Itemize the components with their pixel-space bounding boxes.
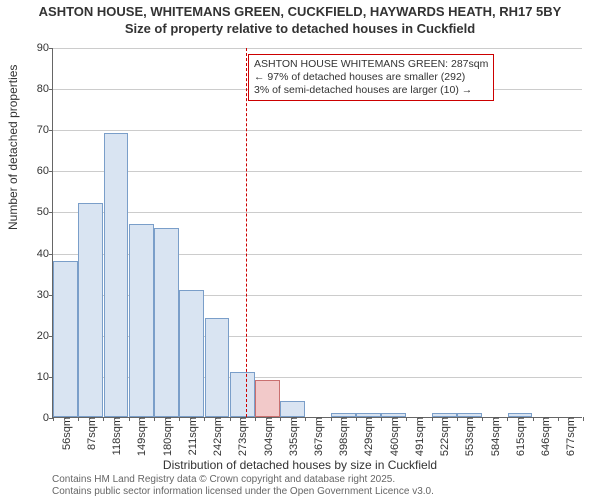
chart-subtitle: Size of property relative to detached ho… — [0, 21, 600, 40]
histogram-bar — [381, 413, 406, 417]
x-tick-mark — [558, 417, 559, 421]
histogram-bar — [331, 413, 356, 417]
x-tick-label: 335sqm — [286, 417, 300, 456]
y-tick-label: 10 — [37, 371, 53, 383]
histogram-bar — [356, 413, 381, 417]
y-tick-label: 90 — [37, 42, 53, 54]
x-tick-mark — [204, 417, 205, 421]
plot-area: 010203040506070809056sqm87sqm118sqm149sq… — [52, 48, 582, 418]
x-tick-mark — [154, 417, 155, 421]
histogram-bar — [129, 224, 154, 417]
histogram-bar — [230, 372, 255, 417]
x-tick-mark — [533, 417, 534, 421]
y-tick-label: 70 — [37, 124, 53, 136]
chart-title: ASHTON HOUSE, WHITEMANS GREEN, CUCKFIELD… — [0, 0, 600, 21]
x-tick-label: 460sqm — [387, 417, 401, 456]
x-axis-label: Distribution of detached houses by size … — [0, 458, 600, 472]
x-tick-mark — [305, 417, 306, 421]
x-tick-mark — [129, 417, 130, 421]
y-axis-label: Number of detached properties — [6, 65, 20, 230]
plot-wrapper: 010203040506070809056sqm87sqm118sqm149sq… — [52, 48, 582, 418]
marker-line — [246, 48, 247, 417]
x-tick-mark — [381, 417, 382, 421]
histogram-bar — [280, 401, 305, 417]
x-tick-label: 491sqm — [412, 417, 426, 456]
gridline — [53, 48, 582, 49]
gridline — [53, 212, 582, 213]
x-tick-label: 242sqm — [210, 417, 224, 456]
y-tick-label: 30 — [37, 289, 53, 301]
histogram-bar — [255, 380, 280, 417]
x-tick-label: 304sqm — [261, 417, 275, 456]
x-tick-label: 118sqm — [109, 417, 123, 455]
x-tick-mark — [103, 417, 104, 421]
x-tick-mark — [406, 417, 407, 421]
x-tick-mark — [482, 417, 483, 421]
annotation-line: ASHTON HOUSE WHITEMANS GREEN: 287sqm — [254, 58, 488, 71]
x-tick-mark — [255, 417, 256, 421]
x-tick-label: 646sqm — [538, 417, 552, 456]
x-tick-mark — [457, 417, 458, 421]
x-tick-label: 522sqm — [437, 417, 451, 456]
gridline — [53, 171, 582, 172]
y-tick-label: 20 — [37, 330, 53, 342]
y-tick-label: 0 — [43, 412, 53, 424]
annotation-line: ← 97% of detached houses are smaller (29… — [254, 71, 488, 84]
x-tick-label: 149sqm — [134, 417, 148, 456]
x-tick-label: 429sqm — [361, 417, 375, 456]
x-tick-label: 677sqm — [563, 417, 577, 456]
x-tick-mark — [179, 417, 180, 421]
gridline — [53, 130, 582, 131]
x-tick-label: 398sqm — [336, 417, 350, 456]
x-tick-label: 56sqm — [59, 417, 73, 450]
x-tick-mark — [78, 417, 79, 421]
x-tick-label: 367sqm — [311, 417, 325, 456]
y-tick-label: 60 — [37, 165, 53, 177]
footer-line-1: Contains HM Land Registry data © Crown c… — [52, 474, 434, 486]
x-tick-mark — [230, 417, 231, 421]
x-tick-mark — [53, 417, 54, 421]
x-tick-label: 273sqm — [235, 417, 249, 456]
x-tick-label: 584sqm — [488, 417, 502, 456]
histogram-bar — [53, 261, 78, 417]
x-tick-mark — [432, 417, 433, 421]
histogram-bar — [78, 203, 103, 417]
x-tick-label: 211sqm — [185, 417, 199, 455]
histogram-bar — [179, 290, 204, 417]
x-tick-label: 180sqm — [160, 417, 174, 456]
histogram-bar — [205, 318, 230, 417]
x-tick-mark — [280, 417, 281, 421]
x-tick-label: 553sqm — [462, 417, 476, 456]
y-tick-label: 50 — [37, 206, 53, 218]
x-tick-mark — [583, 417, 584, 421]
x-tick-label: 87sqm — [84, 417, 98, 450]
annotation-line: 3% of semi-detached houses are larger (1… — [254, 84, 488, 97]
annotation-box: ASHTON HOUSE WHITEMANS GREEN: 287sqm← 97… — [248, 54, 494, 101]
chart-container: ASHTON HOUSE, WHITEMANS GREEN, CUCKFIELD… — [0, 0, 600, 500]
y-tick-label: 80 — [37, 83, 53, 95]
histogram-bar — [154, 228, 179, 417]
x-tick-mark — [356, 417, 357, 421]
x-tick-mark — [331, 417, 332, 421]
x-tick-mark — [507, 417, 508, 421]
histogram-bar — [104, 133, 129, 417]
histogram-bar — [457, 413, 482, 417]
footer: Contains HM Land Registry data © Crown c… — [52, 474, 434, 498]
x-tick-label: 615sqm — [513, 417, 527, 456]
y-tick-label: 40 — [37, 248, 53, 260]
footer-line-2: Contains public sector information licen… — [52, 486, 434, 498]
histogram-bar — [432, 413, 457, 417]
histogram-bar — [508, 413, 533, 417]
